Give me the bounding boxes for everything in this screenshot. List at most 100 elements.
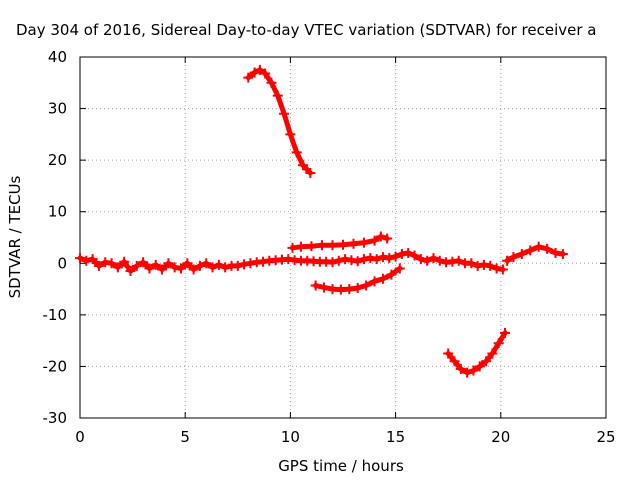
data-point-plus xyxy=(478,259,489,270)
data-point-plus xyxy=(497,264,508,275)
plot-frame xyxy=(79,56,607,419)
data-point-plus xyxy=(340,254,351,265)
data-point-plus xyxy=(260,68,271,79)
data-point-plus xyxy=(254,64,265,75)
data-point-plus xyxy=(316,240,327,251)
data-point-plus xyxy=(201,258,212,269)
data-point-plus xyxy=(344,284,355,295)
x-tick-label: 20 xyxy=(491,428,510,446)
data-point-plus xyxy=(382,233,393,244)
data-point-plus xyxy=(283,254,294,265)
data-point-plus xyxy=(106,258,117,269)
data-point-plus xyxy=(338,239,348,250)
data-point-plus xyxy=(319,282,330,293)
data-point-plus xyxy=(266,77,277,88)
data-point-plus xyxy=(131,260,142,271)
data-point-plus xyxy=(453,255,464,266)
data-point-plus xyxy=(305,168,316,179)
data-point-plus xyxy=(447,256,458,267)
data-point-plus xyxy=(243,72,254,83)
data-point-plus xyxy=(443,348,454,359)
data-point-plus xyxy=(533,241,544,252)
data-point-plus xyxy=(144,263,155,274)
x-tick-label: 5 xyxy=(180,428,190,446)
y-tick-label: 40 xyxy=(48,48,67,66)
data-point-plus xyxy=(516,249,527,260)
data-point-plus xyxy=(371,254,382,265)
data-point-plus xyxy=(272,90,283,101)
y-tick-label: -20 xyxy=(43,357,68,375)
data-point-plus xyxy=(449,356,460,367)
chart-title: Day 304 of 2016, Sidereal Day-to-day VTE… xyxy=(16,21,597,39)
data-point-plus xyxy=(502,255,513,266)
axis-ticks: 0 5 10 15 20 25 -30 -20 -10 0 10 20 30 40 xyxy=(43,48,616,446)
data-point-plus xyxy=(550,247,561,258)
data-point-plus xyxy=(390,251,401,262)
data-point-plus xyxy=(386,269,397,280)
x-tick-label: 25 xyxy=(596,428,615,446)
data-point-plus xyxy=(207,262,218,273)
data-point-plus xyxy=(352,283,363,294)
data-point-plus xyxy=(352,256,363,267)
data-point-plus xyxy=(481,356,492,367)
data-point-plus xyxy=(75,253,85,264)
data-point-plus xyxy=(295,241,306,252)
data-point-plus xyxy=(327,284,338,295)
data-point-plus xyxy=(163,258,174,269)
y-tick-label: 10 xyxy=(48,203,67,221)
data-point-plus xyxy=(249,67,260,78)
data-point-plus xyxy=(384,253,395,264)
data-point-plus xyxy=(327,257,338,268)
data-point-plus xyxy=(394,263,405,274)
x-tick-label: 10 xyxy=(281,428,300,446)
x-tick-label: 0 xyxy=(75,428,85,446)
data-point-plus xyxy=(93,260,104,271)
data-point-plus xyxy=(468,365,479,376)
data-point-plus xyxy=(157,264,168,275)
data-point-plus xyxy=(365,253,376,264)
data-point-plus xyxy=(138,257,149,268)
x-tick-label: 15 xyxy=(386,428,405,446)
data-point-plus xyxy=(377,273,388,284)
data-point-plus xyxy=(346,255,357,266)
data-point-plus xyxy=(112,262,123,273)
data-point-plus xyxy=(455,364,466,375)
data-point-plus xyxy=(348,238,359,249)
series-arc-high xyxy=(245,67,313,176)
data-point-plus xyxy=(258,256,269,267)
data-point-plus xyxy=(81,255,92,266)
data-point-plus xyxy=(462,367,473,378)
data-point-plus xyxy=(491,263,502,274)
y-axis-label: SDTVAR / TECUs xyxy=(6,175,24,298)
data-point-plus xyxy=(403,247,414,258)
data-point-plus xyxy=(100,257,111,268)
data-point-plus xyxy=(125,266,136,277)
data-point-plus xyxy=(466,258,477,269)
data-point-plus xyxy=(188,264,199,275)
data-point-plus xyxy=(87,254,98,265)
data-point-plus xyxy=(291,147,302,158)
grid-lines xyxy=(80,57,606,418)
data-point-plus xyxy=(369,276,380,287)
data-point-plus xyxy=(422,255,433,266)
data-point-plus xyxy=(359,237,370,248)
data-point-plus xyxy=(415,254,426,265)
data-point-plus xyxy=(474,361,485,372)
data-point-plus xyxy=(306,241,317,252)
data-point-plus xyxy=(487,348,498,359)
data-point-plus xyxy=(396,249,407,260)
data-point-plus xyxy=(245,258,256,269)
data-point-plus xyxy=(542,243,553,254)
data-point-plus xyxy=(285,129,296,140)
data-point-plus xyxy=(213,259,224,270)
y-tick-label: 20 xyxy=(48,151,67,169)
y-tick-label: 30 xyxy=(48,100,67,118)
data-point-plus xyxy=(119,256,130,267)
series-arc-low xyxy=(445,330,508,376)
data-point-plus xyxy=(239,259,250,270)
data-point-plus xyxy=(508,252,519,263)
data-point-plus xyxy=(485,260,496,271)
x-axis-label: GPS time / hours xyxy=(278,457,404,475)
data-point-plus xyxy=(279,108,290,119)
